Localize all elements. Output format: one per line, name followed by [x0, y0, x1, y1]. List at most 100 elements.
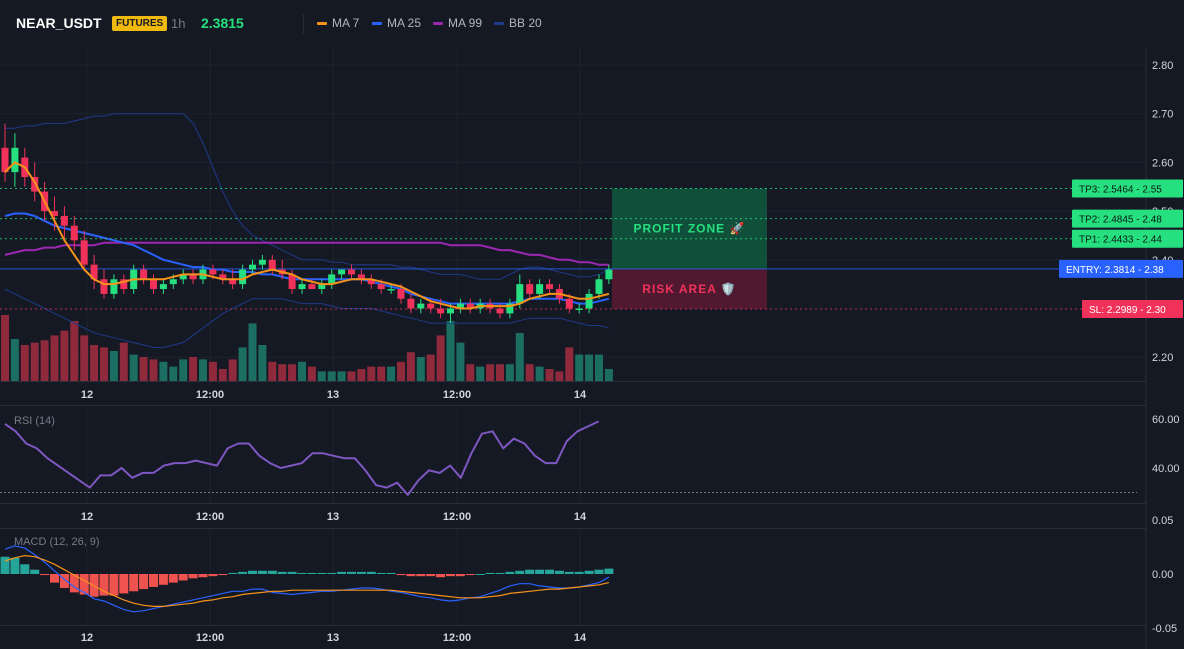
candle-body — [575, 308, 583, 310]
legend-bb20[interactable]: BB 20 — [494, 16, 542, 30]
candle-body — [60, 215, 68, 226]
macd-histogram-bar — [525, 569, 535, 574]
candle-body — [546, 284, 553, 290]
volume-bar — [10, 339, 19, 381]
macd-histogram-bar — [158, 574, 168, 585]
volume-bar — [535, 366, 544, 381]
macd-histogram-bar — [426, 574, 436, 577]
macd-histogram-bar — [317, 572, 327, 574]
volume-bar — [406, 352, 415, 381]
volume-bar — [30, 342, 39, 381]
candle-body — [565, 298, 573, 309]
legend-label-ma7: MA 7 — [332, 16, 360, 30]
level-tag-text: SL: 2.2989 - 2.30 — [1089, 305, 1166, 316]
legend-ma25[interactable]: MA 25 — [372, 16, 421, 30]
profit-zone — [612, 188, 767, 269]
volume-bar — [426, 354, 435, 381]
candle-body — [229, 279, 237, 285]
volume-bar — [555, 371, 564, 381]
risk-zone-label: RISK AREA 🛡️ — [642, 282, 736, 296]
level-tag-bg — [1072, 179, 1183, 198]
macd-histogram-bar — [416, 574, 426, 577]
candle-body — [268, 259, 276, 270]
level-tag-text: TP2: 2.4845 - 2.48 — [1079, 215, 1162, 226]
macd-histogram-bar — [20, 564, 30, 574]
level-tag-bg — [1059, 259, 1183, 278]
macd-histogram-bar — [446, 574, 455, 577]
timeframe-label[interactable]: 1h — [171, 16, 186, 31]
time-axis-tick: 12:00 — [196, 632, 224, 644]
futures-badge: FUTURES — [112, 16, 168, 31]
candle-body — [308, 284, 316, 290]
level-tag-text: TP3: 2.5464 - 2.55 — [1079, 185, 1162, 196]
macd-histogram-bar — [356, 571, 366, 574]
candle-body — [169, 279, 177, 285]
volume-bar — [159, 361, 168, 381]
volume-bar — [218, 369, 227, 381]
macd-histogram-bar — [475, 574, 485, 575]
macd-histogram-bar — [465, 574, 475, 576]
chart-header: NEAR_USDT FUTURES 1h 2.3815 MA 7 MA 25 M… — [0, 0, 1184, 49]
time-axis-tick: 12 — [81, 389, 93, 401]
volume-bar — [416, 357, 425, 381]
volume-bar — [307, 366, 316, 381]
macd-histogram-bar — [406, 574, 416, 577]
last-price: 2.3815 — [201, 15, 244, 31]
candle-body — [80, 240, 88, 265]
macd-histogram-bar — [267, 570, 277, 574]
candle-body — [407, 298, 415, 309]
macd-histogram-bar — [554, 570, 564, 574]
volume-bar — [595, 354, 603, 381]
bb-lower-line — [4, 288, 610, 348]
candle-body — [536, 284, 544, 294]
macd-histogram-bar — [604, 568, 614, 574]
candle-body — [249, 264, 256, 270]
macd-histogram-bar — [455, 574, 465, 577]
volume-bar — [60, 330, 69, 381]
profit-zone-label: PROFIT ZONE 🚀 — [634, 222, 746, 236]
rsi-axis-tick: 60.00 — [1152, 414, 1180, 426]
macd-histogram-bar — [535, 569, 545, 574]
candle-body — [318, 284, 326, 290]
volume-bar — [565, 347, 574, 381]
macd-histogram-bar — [10, 557, 20, 574]
macd-histogram-bar — [257, 570, 267, 574]
legend-ma7[interactable]: MA 7 — [317, 16, 359, 30]
candle-body — [219, 274, 227, 280]
legend-swatch-ma25 — [372, 22, 382, 26]
candle-body — [447, 308, 454, 314]
time-axis-tick: 13 — [327, 632, 339, 644]
candle-body — [51, 211, 58, 216]
macd-histogram-bar — [584, 570, 594, 574]
price-axis-tick: 2.70 — [1152, 109, 1173, 121]
candle-body — [387, 289, 395, 291]
legend-ma99[interactable]: MA 99 — [433, 16, 482, 30]
rsi-axis-tick: 40.00 — [1152, 463, 1180, 475]
macd-histogram-bar — [337, 571, 347, 574]
volume-bar — [585, 354, 594, 381]
macd-title: MACD (12, 26, 9) — [14, 536, 100, 548]
price-axis-tick: 2.20 — [1152, 352, 1173, 364]
level-tag-text: ENTRY: 2.3814 - 2.38 — [1066, 265, 1164, 276]
macd-histogram-bar — [297, 572, 307, 574]
candle-body — [496, 308, 504, 314]
symbol-title[interactable]: NEAR_USDT — [16, 15, 102, 31]
volume-bar — [604, 369, 613, 381]
candle-body — [239, 269, 247, 285]
volume-bar — [317, 371, 326, 381]
volume-bar — [199, 359, 207, 381]
macd-histogram-bar — [228, 572, 238, 574]
volume-bar — [268, 361, 277, 381]
candle-body — [585, 293, 593, 309]
candle-body — [456, 303, 464, 309]
candle-body — [150, 279, 157, 290]
macd-histogram-bar — [485, 572, 495, 574]
volume-bar — [109, 351, 118, 381]
legend-swatch-bb20 — [494, 22, 504, 26]
volume-bar — [208, 361, 217, 381]
macd-histogram-bar — [59, 574, 69, 589]
time-axis-tick: 13 — [327, 511, 339, 523]
level-tag-bg — [1072, 209, 1183, 228]
ma99-line — [4, 241, 609, 266]
